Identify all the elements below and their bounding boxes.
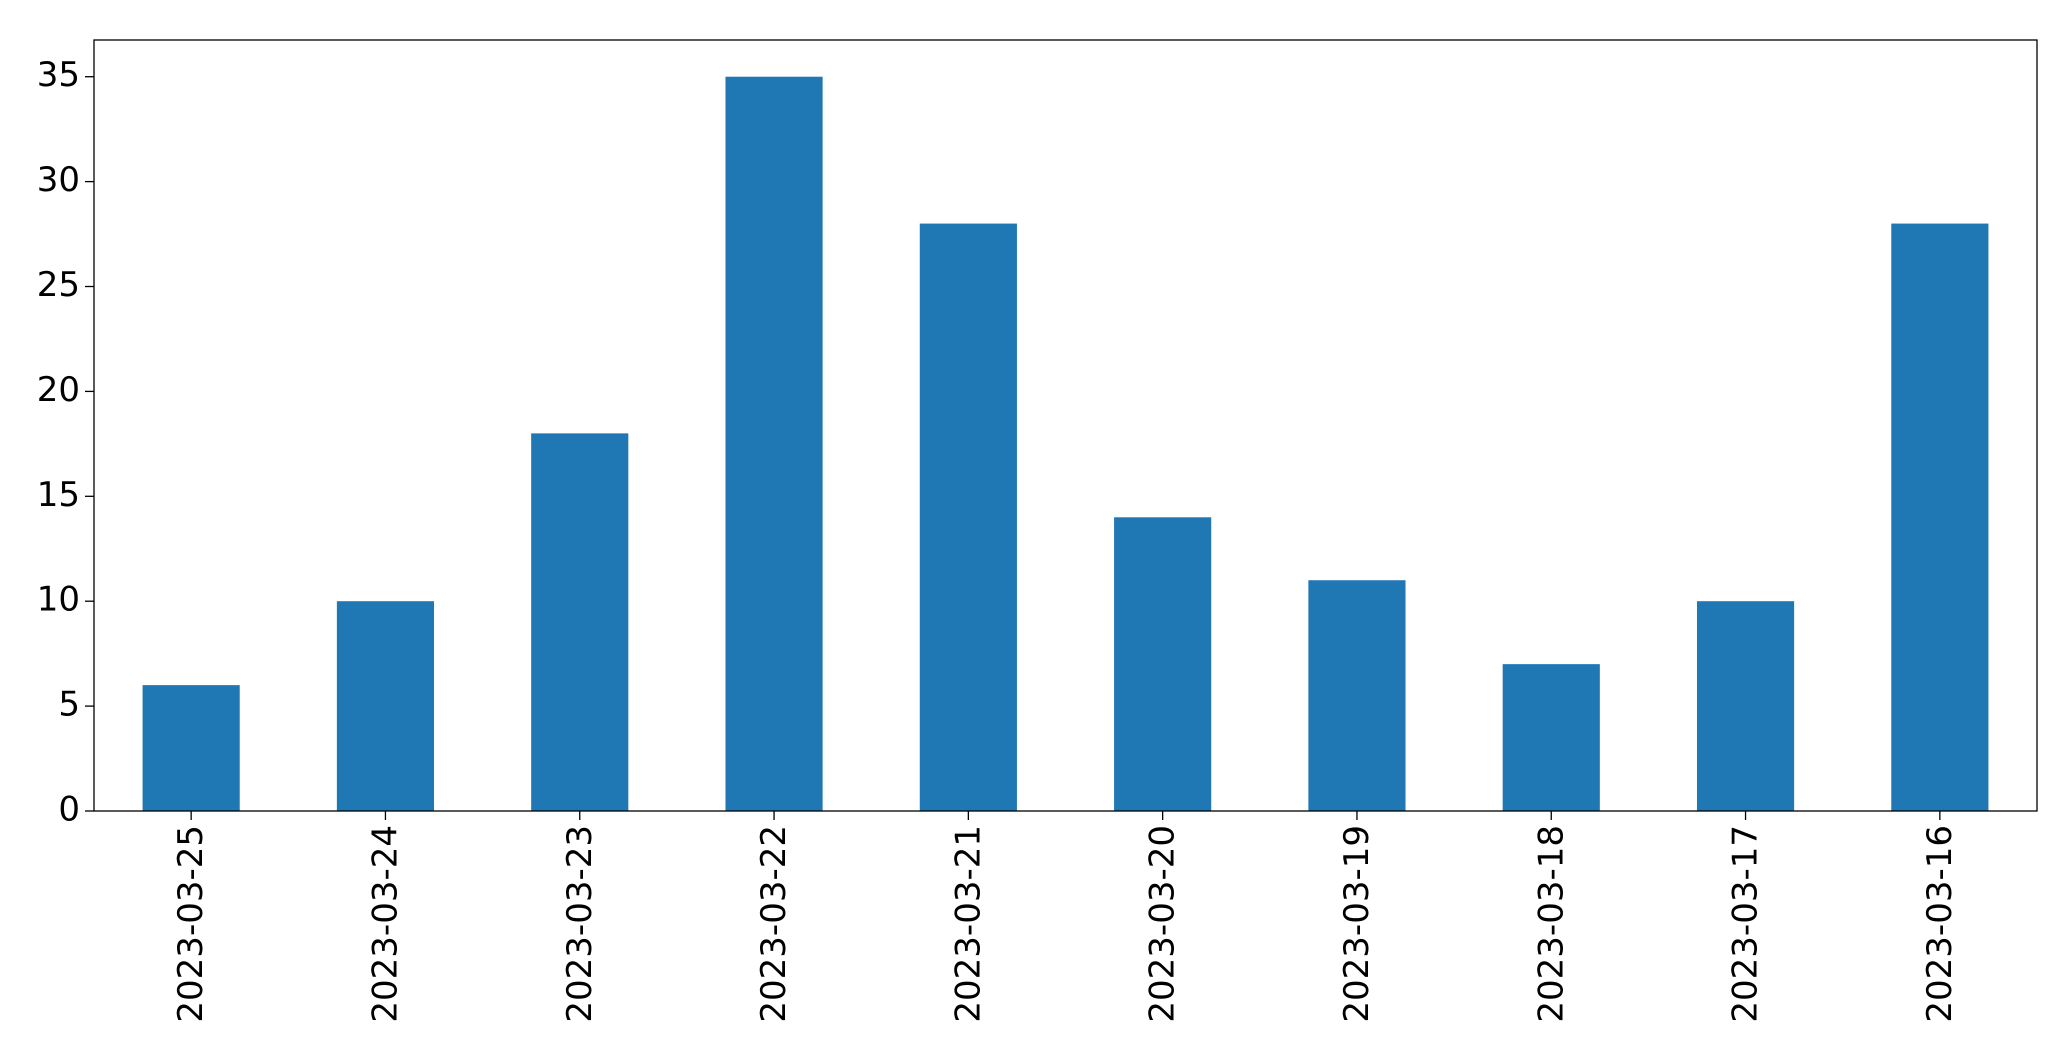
- y-tick-label: 15: [37, 475, 80, 515]
- x-tick-label: 2023-03-18: [1531, 825, 1571, 1023]
- x-tick-label: 2023-03-22: [754, 825, 794, 1023]
- plot-frame: [93, 39, 2038, 812]
- x-tick-label: 2023-03-24: [365, 825, 405, 1023]
- x-tick-label: 2023-03-20: [1143, 825, 1183, 1023]
- y-tick-label: 10: [37, 580, 80, 620]
- bar: [1891, 223, 1989, 812]
- x-tick-label: 2023-03-16: [1920, 825, 1960, 1023]
- y-tick-label: 25: [37, 265, 80, 305]
- y-tick-label: 30: [37, 160, 80, 200]
- x-tick-label: 2023-03-21: [948, 825, 988, 1023]
- bar: [1114, 517, 1212, 811]
- y-tick-label: 20: [37, 370, 80, 410]
- bar: [142, 685, 240, 811]
- x-tick-label: 2023-03-19: [1337, 825, 1377, 1023]
- x-tick-label: 2023-03-23: [560, 825, 600, 1023]
- bar: [336, 601, 435, 811]
- y-tick-label: 0: [58, 790, 80, 830]
- y-tick-label: 35: [37, 55, 80, 95]
- bar: [919, 223, 1017, 812]
- bar: [1502, 664, 1600, 811]
- x-tick-label: 2023-03-25: [171, 825, 211, 1023]
- bar: [725, 76, 823, 811]
- x-tick-label: 2023-03-17: [1726, 825, 1766, 1023]
- bar: [531, 433, 629, 811]
- y-tick-label: 5: [58, 685, 80, 725]
- bar: [1696, 601, 1795, 811]
- bar: [1308, 580, 1406, 811]
